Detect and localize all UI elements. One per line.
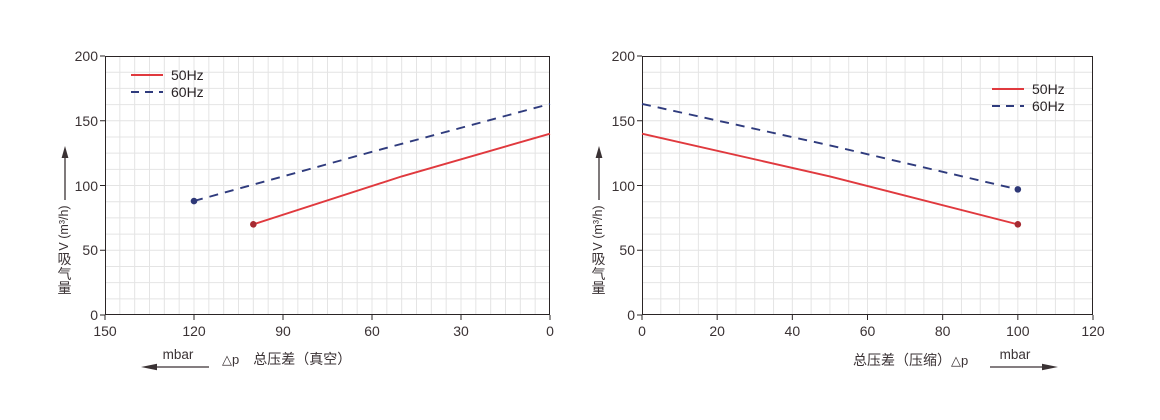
legend-item-60hz: 60Hz [131, 85, 204, 99]
y-tick-label: 0 [90, 307, 98, 323]
y-tick-label: 50 [82, 242, 98, 259]
compression-chart-plot [637, 55, 1094, 320]
x-tick-label: 120 [182, 323, 206, 339]
legend-line-60hz-icon [131, 91, 163, 93]
x-axis-label-text: 总压差（压缩） [853, 352, 951, 368]
series-line-50hz [253, 132, 551, 226]
y-tick-label: 150 [74, 112, 98, 129]
x-tick-label: 40 [784, 323, 801, 339]
legend-item-50hz: 50Hz [992, 82, 1065, 96]
series-marker-50hz [250, 221, 257, 228]
vacuum-chart-plot [100, 55, 551, 320]
y-tick-label: 200 [611, 48, 635, 64]
delta-p-label: △p [951, 353, 969, 368]
x-axis-unit: mbar [162, 347, 194, 362]
x-axis-label-compression: 总压差（压缩）△p [853, 350, 968, 370]
legend-line-50hz-icon [131, 74, 163, 76]
y-tick-label: 0 [627, 307, 635, 323]
up-arrow-icon [61, 146, 69, 200]
series-marker-60hz [1014, 186, 1022, 193]
plot-frame [105, 56, 550, 315]
x-axis-label-text: 总压差（真空） [253, 351, 352, 367]
up-arrow-icon [595, 146, 603, 200]
x-tick-label: 60 [364, 323, 380, 339]
y-tick-label: 200 [74, 48, 98, 64]
x-tick-label: 0 [546, 323, 554, 339]
legend-line-60hz-icon [992, 105, 1024, 107]
legend-line-50hz-icon [992, 88, 1024, 90]
legend-item-50hz: 50Hz [131, 68, 204, 82]
y-tick-label: 100 [611, 177, 635, 194]
y-tick-label: 100 [74, 177, 98, 194]
series-line-50hz [641, 132, 1019, 226]
y-tick-label: 50 [619, 242, 635, 259]
legend-item-60hz: 60Hz [992, 99, 1065, 113]
right-arrow-icon [990, 363, 1058, 371]
legend-label: 60Hz [171, 84, 204, 100]
x-tick-label: 90 [275, 323, 291, 339]
x-tick-label: 80 [934, 323, 951, 339]
legend-compression: 50Hz 60Hz [992, 82, 1065, 113]
x-tick-label: 20 [709, 323, 725, 339]
series-line-60hz [193, 102, 551, 202]
legend-label: 50Hz [1032, 81, 1065, 97]
x-tick-label: 100 [1006, 323, 1030, 339]
x-tick-label: 60 [859, 323, 876, 339]
plot-frame [642, 56, 1093, 315]
series-line-60hz [641, 102, 1019, 191]
legend-vacuum: 50Hz 60Hz [131, 68, 204, 99]
x-tick-label: 30 [453, 323, 469, 339]
series-marker-50hz [1014, 221, 1022, 228]
x-tick-label: 0 [638, 323, 646, 339]
left-arrow-icon [141, 363, 209, 371]
series-marker-60hz [190, 197, 198, 205]
delta-p-label: △p [222, 352, 240, 367]
x-tick-label: 120 [1081, 323, 1105, 339]
y-axis-title: 吸气量 [57, 251, 72, 296]
legend-label: 50Hz [171, 67, 204, 83]
x-tick-label: 150 [93, 323, 117, 339]
y-tick-label: 150 [611, 112, 635, 129]
y-axis-title: 吸气量 [591, 251, 606, 296]
legend-label: 60Hz [1032, 98, 1065, 114]
x-axis-label-vacuum: △p 总压差（真空） [222, 349, 351, 369]
x-axis-unit: mbar [999, 347, 1031, 362]
